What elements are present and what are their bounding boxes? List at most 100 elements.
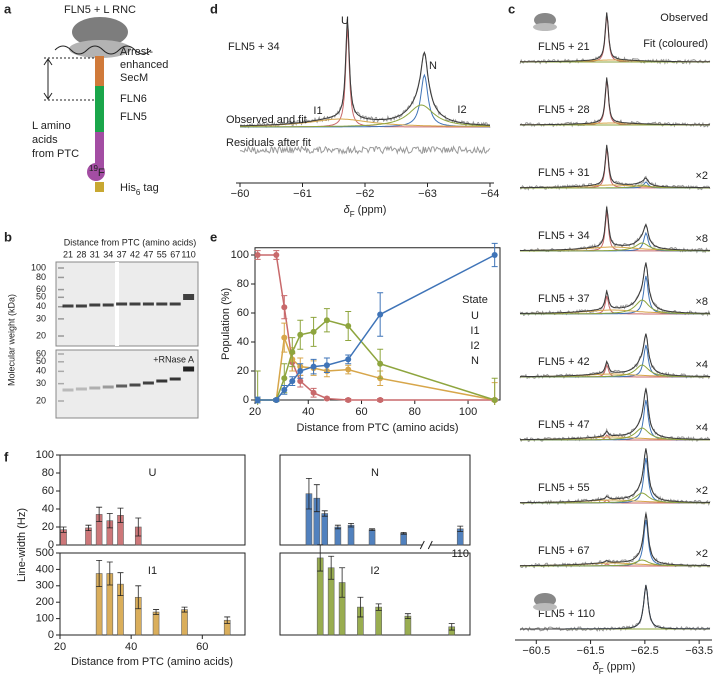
gel-band xyxy=(142,302,154,306)
rnase-label: +RNase A xyxy=(153,354,194,364)
fit-component xyxy=(520,184,710,189)
fit-spectrum xyxy=(520,145,710,189)
legend-entry: I1 xyxy=(470,325,479,337)
fit-spectrum xyxy=(520,513,710,567)
observed-label: Observed and fit xyxy=(226,114,307,126)
lane-label: 34 xyxy=(103,249,113,259)
secm-label: enhanced xyxy=(120,59,168,71)
fit-component xyxy=(520,79,710,126)
data-point xyxy=(345,397,352,403)
fit-label: Fit (coloured) xyxy=(643,38,708,50)
spectrum-label: FLN5 + 37 xyxy=(538,293,590,305)
error-bar xyxy=(181,606,188,613)
x-tick-label: 20 xyxy=(249,406,261,418)
gel-y-label: Molecular weight (kDa) xyxy=(6,294,16,386)
gel-band xyxy=(116,302,128,306)
data-point xyxy=(273,252,280,258)
spectrum-label: FLN5 + 31 xyxy=(538,167,590,179)
x-axis-label-part: F xyxy=(350,210,355,219)
panel-label: a xyxy=(4,1,12,16)
scale-label: ×2 xyxy=(695,170,708,182)
error-bar xyxy=(96,559,103,588)
x-tick-label: 20 xyxy=(54,641,66,653)
peak-label: I1 xyxy=(313,105,322,117)
error-bar xyxy=(117,572,124,597)
ribosome-small xyxy=(69,40,131,58)
lane-label: 110 xyxy=(181,249,195,259)
y-tick-label: 500 xyxy=(36,547,54,559)
fit-spectrum xyxy=(520,206,710,251)
error-bar xyxy=(85,524,92,531)
error-bar xyxy=(448,623,455,631)
scale-label: ×8 xyxy=(695,233,708,245)
label-19f xyxy=(87,163,105,181)
series-line xyxy=(257,254,495,401)
data-point xyxy=(289,349,296,356)
label-19f-text-part: F xyxy=(98,167,105,179)
spectrum-label: FLN5 + 42 xyxy=(538,356,590,368)
data-point xyxy=(310,328,317,335)
data-point xyxy=(323,317,330,324)
x-tick-label: −61.5 xyxy=(577,645,605,657)
spectrum-label: FLN5 + 110 xyxy=(538,608,595,620)
fln6-segment xyxy=(95,86,104,132)
data-point xyxy=(377,360,384,367)
lane-label: 31 xyxy=(90,249,100,259)
bar xyxy=(400,532,407,546)
panel-label: e xyxy=(210,229,217,244)
chart-title: I2 xyxy=(370,565,379,577)
error-bar xyxy=(135,517,142,537)
observed-spectrum xyxy=(519,387,711,443)
fit-spectrum xyxy=(520,333,710,378)
data-point xyxy=(281,334,288,341)
fit-component xyxy=(520,364,710,378)
fit-component xyxy=(520,492,710,504)
y-tick-label: 100 xyxy=(231,249,249,261)
data-point xyxy=(297,368,304,374)
y-tick-label: 0 xyxy=(48,539,54,551)
fit-spectrum xyxy=(520,388,711,441)
ribosome-icon xyxy=(533,603,557,611)
gel-band xyxy=(129,302,141,306)
y-tick-label: 60 xyxy=(42,485,54,497)
marker-label: 50 xyxy=(36,356,46,366)
gel-band xyxy=(169,302,181,306)
x-axis-label-part: δ xyxy=(593,661,600,673)
observed-label: Observed xyxy=(660,12,708,24)
error-bar xyxy=(328,555,335,580)
gel-band xyxy=(102,303,114,307)
spectrum-label: FLN5 + 47 xyxy=(538,419,590,431)
x-tick-label: −60.5 xyxy=(522,645,550,657)
fit-spectrum xyxy=(520,77,710,126)
label: L amino xyxy=(32,120,71,132)
spectrum-label: FLN5 + 55 xyxy=(538,482,590,494)
fit-component xyxy=(520,242,710,252)
error-bar xyxy=(321,510,328,517)
error-bar xyxy=(357,596,364,618)
spectrum-label: FLN5 + 21 xyxy=(538,41,590,53)
bar xyxy=(334,526,342,546)
marker-label: 30 xyxy=(36,378,46,388)
fln5-label: FLN5 xyxy=(120,111,147,123)
fit-spectrum xyxy=(240,19,491,127)
gel-band xyxy=(156,379,168,383)
x-axis-label-part: (ppm) xyxy=(355,204,387,216)
legend-entry: I2 xyxy=(470,340,479,352)
data-point xyxy=(377,311,384,318)
x-tick-label: 80 xyxy=(409,406,421,418)
y-tick-label: 80 xyxy=(42,467,54,479)
ribosome-large xyxy=(72,17,128,47)
data-point xyxy=(377,397,384,403)
error-bar xyxy=(96,506,103,522)
data-point xyxy=(297,331,304,338)
peak-label: N xyxy=(429,60,437,72)
y-tick-label: 20 xyxy=(42,521,54,533)
y-axis-label: Line-width (Hz) xyxy=(16,508,28,582)
data-point xyxy=(491,397,498,403)
gel-band xyxy=(75,387,87,391)
gel-band xyxy=(62,388,74,392)
fit-spectrum xyxy=(520,448,710,504)
error-bar xyxy=(375,603,382,611)
scale-label: ×4 xyxy=(695,422,708,434)
error-bar xyxy=(106,513,113,529)
